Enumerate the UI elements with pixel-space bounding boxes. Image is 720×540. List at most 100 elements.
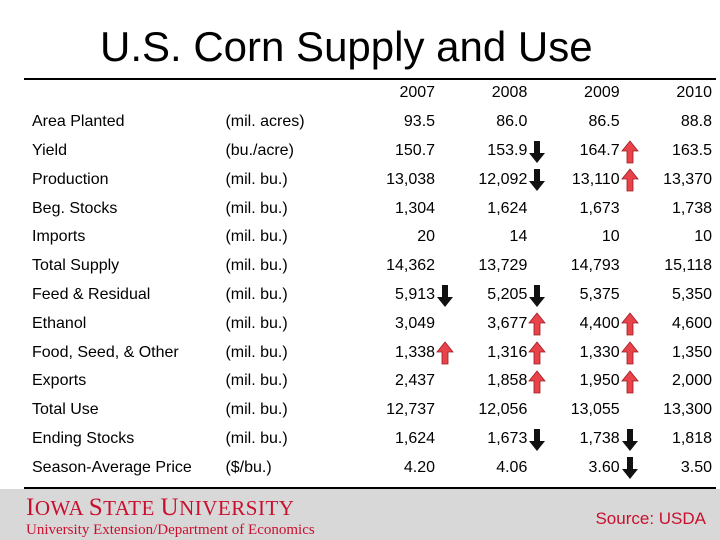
- value-cell: 15,118: [622, 252, 714, 281]
- value-text: 1,304: [395, 199, 436, 217]
- value-cell: 13,370: [620, 165, 714, 194]
- table-row: Season-Average Price ($/bu.) 4.20 4.06 3.60 3…: [26, 453, 714, 482]
- university-logo: IOWA STATE UNIVERSITY: [26, 494, 295, 521]
- year-header: 2008: [491, 84, 528, 102]
- value-text: 163.5: [671, 141, 712, 159]
- row-unit: (mil. bu.): [225, 429, 288, 447]
- value-text: 10: [694, 228, 712, 246]
- value-cell: 4,600: [620, 309, 714, 338]
- value-cell: 1,330: [528, 338, 621, 367]
- value-cell: 1,673: [529, 194, 621, 223]
- value-cell: 3.50: [621, 453, 714, 482]
- row-unit: (mil. bu.): [225, 401, 288, 419]
- value-cell: 12,092: [437, 165, 529, 194]
- value-text: 1,738: [579, 429, 620, 447]
- value-cell: 20: [345, 223, 437, 252]
- table-row: Total Supply (mil. bu.) 14,362 13,729 14,793…: [26, 252, 714, 281]
- value-text: 2,000: [671, 372, 712, 390]
- department-subtitle: University Extension/Department of Econo…: [26, 522, 315, 538]
- footer-bar: [0, 489, 720, 540]
- value-cell: 1,738: [622, 194, 714, 223]
- value-text: 3.50: [680, 458, 712, 476]
- value-cell: 12,056: [437, 396, 529, 425]
- row-unit: (mil. bu.): [225, 343, 288, 361]
- supply-use-table: 2007 2008 2009 2010 Area Planted (mil. ac…: [26, 79, 714, 482]
- arrow-down-icon: [529, 169, 546, 192]
- value-cell: 2,437: [345, 367, 437, 396]
- value-cell: 13,055: [529, 396, 621, 425]
- header-unit-blank: [225, 79, 344, 108]
- value-cell: 163.5: [620, 137, 714, 166]
- row-label: Ending Stocks: [32, 429, 135, 447]
- value-cell: 13,729: [437, 252, 529, 281]
- value-text: 10: [601, 228, 620, 246]
- table-row: Ending Stocks (mil. bu.) 1,624 1,673 1,738 1,…: [26, 425, 714, 454]
- value-cell: 3,049: [345, 309, 437, 338]
- row-label: Ethanol: [32, 314, 87, 332]
- value-cell: 1,624: [437, 194, 529, 223]
- table-row: Total Use (mil. bu.) 12,737 12,056 13,055 13,…: [26, 396, 714, 425]
- source-note: Source: USDA: [595, 509, 706, 528]
- value-text: 1,624: [487, 199, 528, 217]
- value-cell: 5,205: [437, 281, 529, 310]
- value-text: 153.9: [487, 141, 528, 159]
- page-title: U.S. Corn Supply and Use: [100, 23, 593, 70]
- value-text: 86.0: [496, 113, 528, 131]
- row-label: Beg. Stocks: [32, 199, 118, 217]
- row-label: Feed & Residual: [32, 285, 151, 303]
- value-text: 3,049: [395, 314, 436, 332]
- value-cell: 153.9: [437, 137, 529, 166]
- header-blank: [26, 79, 225, 108]
- table-row: Beg. Stocks (mil. bu.) 1,304 1,624 1,673 1,73…: [26, 194, 714, 223]
- row-label: Season-Average Price: [32, 458, 192, 476]
- row-unit: (mil. bu.): [225, 199, 288, 217]
- value-text: 5,913: [395, 285, 436, 303]
- table-row: Feed & Residual (mil. bu.) 5,913 5,205 5,375…: [26, 281, 714, 310]
- value-text: 1,673: [487, 429, 528, 447]
- value-cell: 13,110: [529, 165, 621, 194]
- value-text: 4.06: [496, 458, 528, 476]
- row-label: Food, Seed, & Other: [32, 343, 179, 361]
- arrow-up-icon: [620, 312, 639, 336]
- value-cell: 5,913: [345, 281, 437, 310]
- table-header-row: 2007 2008 2009 2010: [26, 79, 714, 108]
- arrow-down-icon: [529, 428, 546, 451]
- value-text: 13,038: [386, 170, 436, 188]
- arrow-up-icon: [528, 341, 547, 365]
- value-cell: 1,950: [528, 367, 621, 396]
- arrow-down-icon: [621, 428, 638, 451]
- row-unit: (mil. bu.): [225, 372, 288, 390]
- arrow-up-icon: [620, 341, 639, 365]
- table-row: Area Planted (mil. acres) 93.5 86.0 86.5 88.8: [26, 108, 714, 137]
- row-unit: (mil. bu.): [225, 314, 288, 332]
- arrow-up-icon: [620, 139, 639, 163]
- value-text: 4,600: [671, 314, 712, 332]
- value-text: 1,316: [487, 343, 528, 361]
- row-unit: ($/bu.): [225, 458, 272, 476]
- value-text: 1,818: [671, 429, 712, 447]
- value-text: 13,729: [478, 257, 528, 275]
- value-text: 13,110: [571, 170, 620, 188]
- row-unit: (bu./acre): [225, 141, 294, 159]
- value-cell: 4,400: [528, 309, 621, 338]
- value-text: 1,330: [579, 343, 620, 361]
- value-text: 13,300: [663, 401, 712, 419]
- value-text: 13,055: [570, 401, 620, 419]
- value-text: 1,350: [671, 343, 712, 361]
- table-row: Ethanol (mil. bu.) 3,049 3,677 4,400 4,600: [26, 309, 714, 338]
- value-cell: 3.60: [529, 453, 621, 482]
- value-text: 1,950: [579, 372, 620, 390]
- value-cell: 93.5: [345, 108, 437, 137]
- value-text: 1,738: [671, 199, 712, 217]
- row-label: Production: [32, 170, 109, 188]
- row-unit: (mil. bu.): [225, 170, 288, 188]
- row-label: Area Planted: [32, 113, 125, 131]
- value-cell: 1,858: [437, 367, 529, 396]
- row-label: Total Supply: [32, 257, 120, 275]
- value-text: 1,673: [579, 199, 620, 217]
- value-cell: 86.5: [529, 108, 621, 137]
- row-unit: (mil. bu.): [225, 228, 288, 246]
- value-text: 164.7: [579, 141, 620, 159]
- table-row: Food, Seed, & Other (mil. bu.) 1,338 1,316 1…: [26, 338, 714, 367]
- arrow-up-icon: [620, 168, 639, 192]
